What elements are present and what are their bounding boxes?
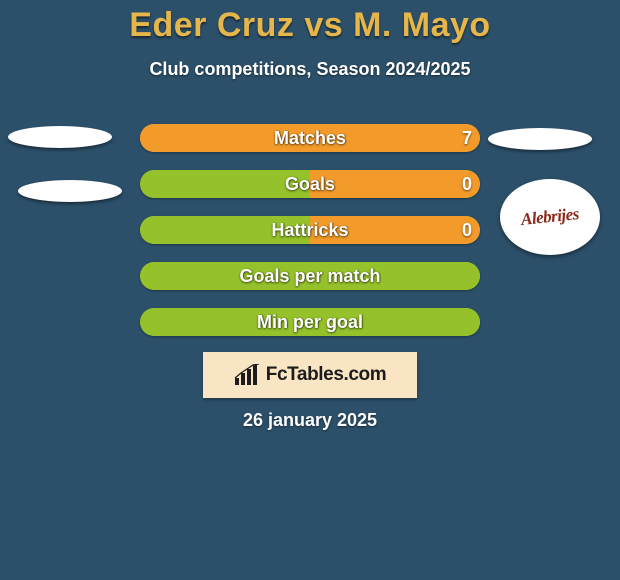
comparison-bars: Matches7Goals0Hattricks0Goals per matchM…	[140, 124, 480, 354]
stat-bar-label: Hattricks	[140, 216, 480, 244]
fctables-text: FcTables.com	[266, 364, 387, 386]
left-team-logo	[18, 180, 122, 202]
stat-bar-right-value: 7	[462, 124, 472, 152]
left-team-logo	[8, 126, 112, 148]
subtitle: Club competitions, Season 2024/2025	[0, 59, 620, 80]
right-team-logo	[488, 128, 592, 150]
stat-bar: Matches7	[140, 124, 480, 152]
stat-bar: Goals per match	[140, 262, 480, 290]
stat-bar-right-value: 0	[462, 170, 472, 198]
stat-bar-right-value: 0	[462, 216, 472, 244]
stat-bar-label: Min per goal	[140, 308, 480, 336]
page-title: Eder Cruz vs M. Mayo	[0, 0, 620, 45]
fctables-watermark: FcTables.com	[203, 352, 417, 398]
stat-bar: Goals0	[140, 170, 480, 198]
barchart-icon	[234, 364, 260, 386]
right-team-logo-big: Alebrijes	[500, 179, 600, 255]
stat-bar: Hattricks0	[140, 216, 480, 244]
snapshot-date: 26 january 2025	[0, 410, 620, 431]
stat-bar-label: Goals	[140, 170, 480, 198]
stat-bar-label: Matches	[140, 124, 480, 152]
logo-big-text: Alebrijes	[520, 204, 580, 230]
stat-bar-label: Goals per match	[140, 262, 480, 290]
stat-bar: Min per goal	[140, 308, 480, 336]
